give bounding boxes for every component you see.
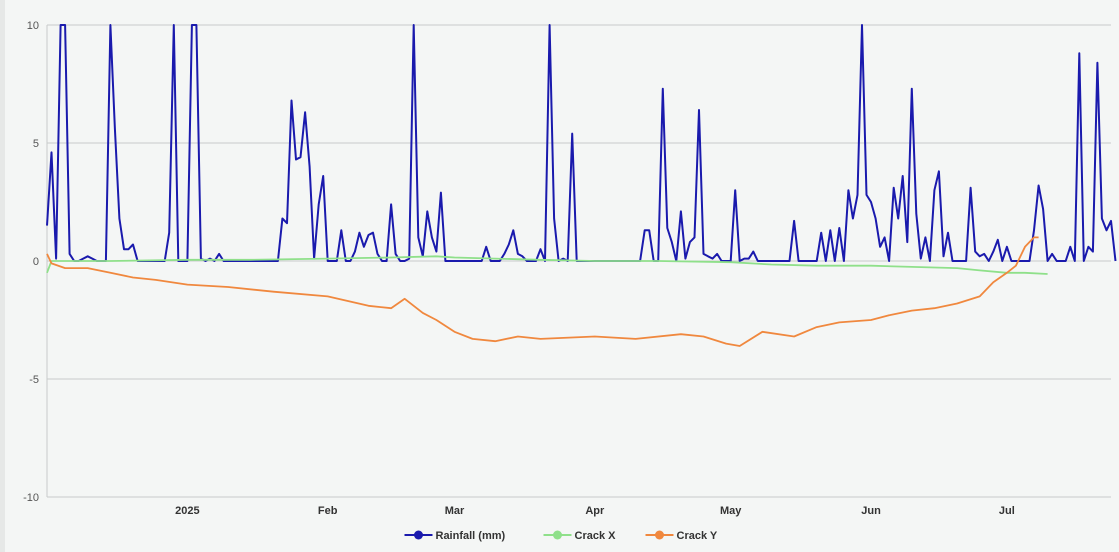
legend-swatch-marker bbox=[553, 530, 562, 540]
y-tick-label: 10 bbox=[27, 20, 39, 32]
legend-item-crack-x[interactable]: Crack X bbox=[543, 530, 617, 542]
y-tick-label: -10 bbox=[23, 492, 39, 504]
x-tick-label: May bbox=[720, 505, 742, 517]
legend-label: Crack Y bbox=[677, 530, 718, 542]
x-tick-label: Feb bbox=[318, 505, 338, 517]
legend-swatch-marker bbox=[414, 530, 423, 540]
x-tick-label: 2025 bbox=[175, 505, 199, 517]
y-tick-label: 5 bbox=[33, 138, 39, 150]
plot-area bbox=[46, 24, 1117, 347]
legend[interactable]: Rainfall (mm) Crack X Crack Y bbox=[404, 530, 718, 542]
x-tick-label: Jul bbox=[999, 505, 1015, 517]
x-tick-label: Jun bbox=[861, 505, 881, 517]
y-tick-label: -5 bbox=[29, 374, 39, 386]
left-edge bbox=[0, 0, 5, 552]
legend-item-crack-y[interactable]: Crack Y bbox=[645, 530, 718, 542]
x-tick-label: Mar bbox=[445, 505, 465, 517]
x-tick-label: Apr bbox=[585, 505, 605, 517]
y-axis: 10 5 0 -5 -10 bbox=[23, 20, 48, 504]
y-tick-label: 0 bbox=[33, 256, 39, 268]
legend-item-rainfall-mm[interactable]: Rainfall (mm) bbox=[404, 530, 506, 542]
series-line-crack-y bbox=[46, 236, 1039, 347]
legend-label: Rainfall (mm) bbox=[436, 530, 506, 542]
series-line-crack-x bbox=[46, 255, 1048, 275]
legend-label: Crack X bbox=[575, 530, 617, 542]
legend-swatch-marker bbox=[655, 530, 664, 540]
x-axis: 2025 Feb Mar Apr May Jun Jul bbox=[175, 505, 1015, 517]
